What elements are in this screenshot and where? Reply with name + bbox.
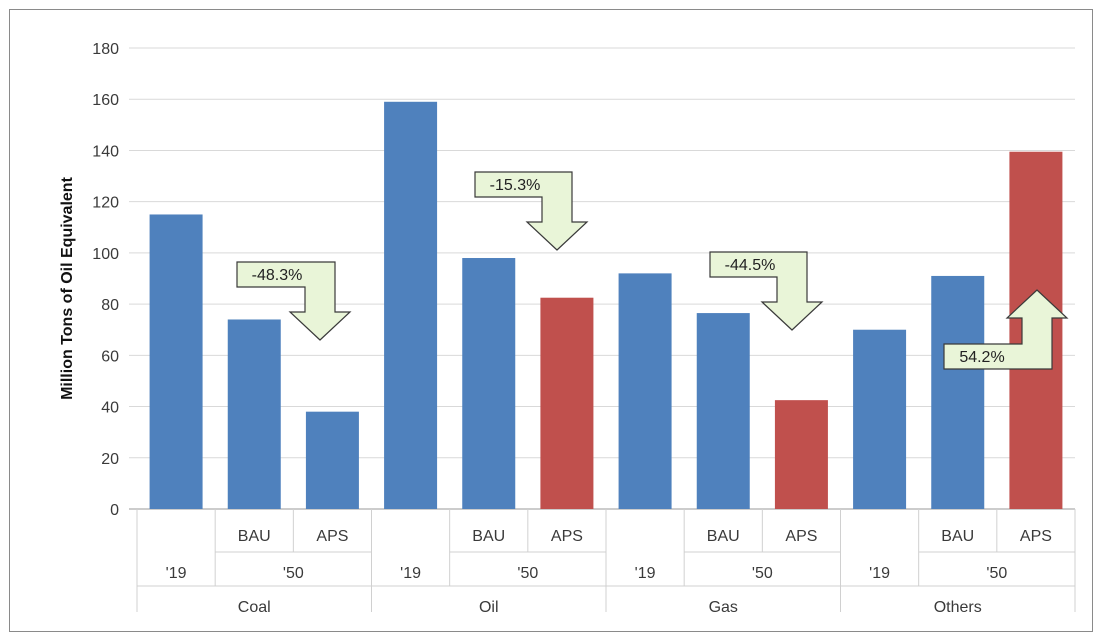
year-label: '50 — [517, 565, 538, 582]
scenario-label: APS — [1020, 528, 1052, 545]
bar-coal-bau — [227, 319, 281, 509]
scenario-label: BAU — [941, 528, 974, 545]
year-label: '19 — [869, 565, 890, 582]
scenario-label: APS — [316, 528, 348, 545]
change-label: -15.3% — [490, 177, 541, 194]
year-label: '19 — [166, 565, 187, 582]
group-label: Others — [934, 599, 982, 616]
y-tick-label: 100 — [92, 246, 119, 263]
y-tick-label: 60 — [101, 348, 119, 365]
y-axis-label: Million Tons of Oil Equivalent — [59, 176, 76, 399]
bar-gas-bau — [696, 313, 750, 509]
scenario-label: BAU — [238, 528, 271, 545]
bar-coal-base — [149, 214, 203, 509]
y-tick-label: 0 — [110, 502, 119, 519]
year-label: '19 — [400, 565, 421, 582]
year-label: '50 — [752, 565, 773, 582]
bar-oil-bau — [462, 258, 516, 509]
year-label: '19 — [635, 565, 656, 582]
change-label: -48.3% — [252, 267, 303, 284]
y-tick-label: 160 — [92, 92, 119, 109]
year-label: '50 — [986, 565, 1007, 582]
scenario-label: BAU — [707, 528, 740, 545]
y-tick-label: 120 — [92, 195, 119, 212]
change-label: -44.5% — [725, 257, 776, 274]
group-label: Coal — [238, 599, 271, 616]
change-arrow-up-others — [943, 289, 1069, 370]
y-tick-label: 140 — [92, 143, 119, 160]
bar-oil-aps — [540, 297, 594, 509]
bar-coal-aps — [305, 411, 359, 509]
scenario-label: APS — [785, 528, 817, 545]
bar-gas-aps — [774, 400, 828, 509]
change-label: 54.2% — [959, 349, 1004, 366]
scenario-label: BAU — [472, 528, 505, 545]
year-label: '50 — [283, 565, 304, 582]
bar-gas-base — [618, 273, 672, 509]
group-label: Oil — [479, 599, 499, 616]
bar-others-bau — [931, 275, 985, 509]
bar-others-base — [853, 329, 907, 509]
bar-oil-base — [384, 101, 438, 510]
y-tick-label: 20 — [101, 451, 119, 468]
y-tick-label: 180 — [92, 41, 119, 58]
y-tick-label: 40 — [101, 400, 119, 417]
change-arrow-down-oil — [474, 171, 589, 251]
y-tick-label: 80 — [101, 297, 119, 314]
change-arrow-down-coal — [236, 261, 352, 341]
scenario-label: APS — [551, 528, 583, 545]
group-label: Gas — [709, 599, 738, 616]
change-arrow-down-gas — [709, 251, 824, 331]
